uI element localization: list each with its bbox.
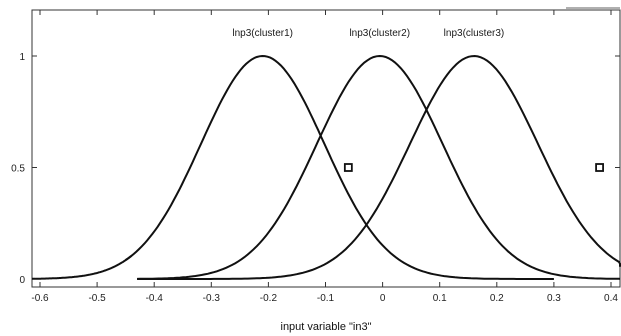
x-tick-label: -0.1: [317, 293, 335, 304]
y-tick-label: 0.5: [11, 164, 25, 175]
membership-labels: lnp3(cluster1) lnp3(cluster2) lnp3(cluster…: [232, 28, 504, 39]
x-tick-label: -0.6: [31, 293, 49, 304]
x-tick-label: 0.4: [604, 293, 618, 304]
square-marker: [343, 163, 353, 172]
membership-curves: [32, 54, 621, 280]
x-tick-label: 0.2: [490, 293, 504, 304]
x-tick-label: 0.1: [433, 293, 447, 304]
membership-curve-1: [125, 54, 554, 280]
y-tick-label: 0: [19, 275, 25, 286]
x-tick-label: -0.3: [203, 293, 221, 304]
membership-label-2: lnp3(cluster2): [349, 28, 410, 39]
y-tick-label: 1: [19, 52, 25, 63]
x-tick-label: -0.2: [260, 293, 278, 304]
membership-label-1: lnp3(cluster1): [232, 28, 293, 39]
square-marker: [595, 163, 604, 172]
membership-curve-tail: [32, 255, 132, 280]
membership-curve-2: [137, 54, 621, 280]
x-tick-label: -0.5: [88, 293, 106, 304]
y-axis-ticks: 00.51: [11, 52, 620, 286]
membership-curve-3: [137, 54, 621, 280]
x-tick-label: -0.4: [146, 293, 164, 304]
membership-label-3: lnp3(cluster3): [444, 28, 505, 39]
x-axis-label: input variable "in3": [281, 321, 372, 333]
selection-markers: [343, 163, 604, 172]
x-tick-label: 0: [380, 293, 386, 304]
x-tick-label: 0.3: [547, 293, 561, 304]
x-axis-ticks: -0.6 -0.5 -0.4 -0.3 -0.2 -0.1 0 0.1 0.2 0.3 0.4: [31, 10, 618, 304]
